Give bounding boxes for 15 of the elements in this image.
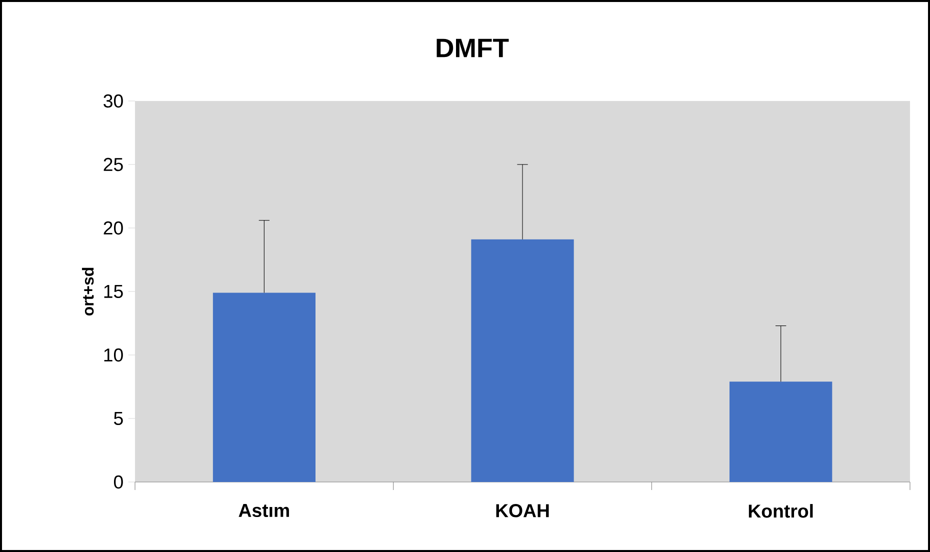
bar <box>730 382 832 482</box>
y-tick-label: 30 <box>104 94 123 108</box>
x-tick-label: Astım <box>238 504 289 518</box>
bar <box>471 239 574 482</box>
y-axis-title: ort+sd <box>82 268 94 316</box>
y-tick-label: 10 <box>104 348 123 362</box>
y-tick-label: 0 <box>114 475 123 489</box>
x-tick-label: KOAH <box>496 504 549 518</box>
bar <box>212 292 316 482</box>
x-tick-label: Kontrol <box>748 504 813 518</box>
y-tick-label: 15 <box>104 284 123 298</box>
y-tick-label: 5 <box>114 412 123 426</box>
chart-title: DMFT <box>436 38 509 58</box>
y-tick-label: 25 <box>104 158 123 172</box>
y-tick-label: 20 <box>104 221 123 235</box>
